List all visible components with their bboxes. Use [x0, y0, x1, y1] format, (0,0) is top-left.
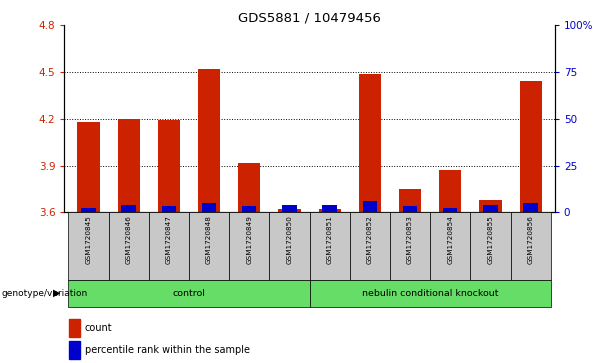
Bar: [322, 205, 337, 212]
Bar: [439, 170, 462, 212]
Text: GSM1720856: GSM1720856: [528, 215, 534, 264]
Bar: [310, 212, 350, 280]
Bar: [69, 212, 109, 280]
Bar: [242, 206, 256, 212]
Bar: [443, 208, 457, 212]
Bar: [162, 206, 176, 212]
Bar: [479, 200, 501, 212]
Bar: [82, 208, 96, 212]
Text: GSM1720848: GSM1720848: [206, 215, 212, 264]
Bar: [121, 205, 136, 212]
Bar: [69, 341, 80, 359]
Bar: [69, 319, 80, 337]
Text: nebulin conditional knockout: nebulin conditional knockout: [362, 289, 498, 298]
Text: GSM1720851: GSM1720851: [327, 215, 333, 264]
Bar: [202, 203, 216, 212]
Bar: [524, 203, 538, 212]
Text: GSM1720855: GSM1720855: [487, 215, 493, 264]
Bar: [399, 189, 421, 212]
Text: GSM1720852: GSM1720852: [367, 215, 373, 264]
Text: ▶: ▶: [53, 288, 60, 298]
Title: GDS5881 / 10479456: GDS5881 / 10479456: [238, 11, 381, 24]
Bar: [430, 212, 470, 280]
Bar: [198, 69, 220, 212]
Bar: [118, 119, 140, 212]
Bar: [278, 209, 300, 212]
Bar: [149, 212, 189, 280]
Text: genotype/variation: genotype/variation: [1, 289, 88, 298]
Text: GSM1720853: GSM1720853: [407, 215, 413, 264]
Bar: [109, 212, 149, 280]
Bar: [189, 212, 229, 280]
Text: percentile rank within the sample: percentile rank within the sample: [85, 345, 250, 355]
Text: GSM1720846: GSM1720846: [126, 215, 132, 264]
Bar: [359, 74, 381, 212]
Text: GSM1720849: GSM1720849: [246, 215, 253, 264]
Text: GSM1720854: GSM1720854: [447, 215, 453, 264]
Text: control: control: [172, 289, 205, 298]
Bar: [69, 280, 310, 307]
Text: GSM1720847: GSM1720847: [166, 215, 172, 264]
Text: count: count: [85, 323, 113, 333]
Bar: [77, 122, 99, 212]
Bar: [310, 280, 550, 307]
Bar: [470, 212, 511, 280]
Text: GSM1720850: GSM1720850: [286, 215, 292, 264]
Bar: [158, 121, 180, 212]
Bar: [363, 201, 377, 212]
Bar: [319, 209, 341, 212]
Text: GSM1720845: GSM1720845: [85, 215, 91, 264]
Bar: [238, 163, 261, 212]
Bar: [229, 212, 269, 280]
Bar: [350, 212, 390, 280]
Bar: [520, 81, 542, 212]
Bar: [511, 212, 550, 280]
Bar: [269, 212, 310, 280]
Bar: [282, 205, 297, 212]
Bar: [483, 205, 498, 212]
Bar: [390, 212, 430, 280]
Bar: [403, 206, 417, 212]
